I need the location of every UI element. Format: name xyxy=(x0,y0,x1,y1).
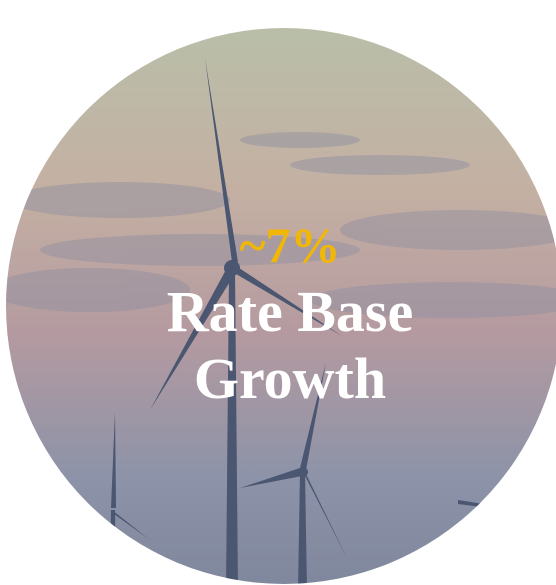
headline: ~7% xyxy=(239,217,340,273)
turbines xyxy=(110,58,490,584)
photo xyxy=(6,28,556,584)
label-line: Rate Base xyxy=(167,279,413,344)
clouds xyxy=(6,132,556,318)
label-line: Growth xyxy=(194,346,386,411)
